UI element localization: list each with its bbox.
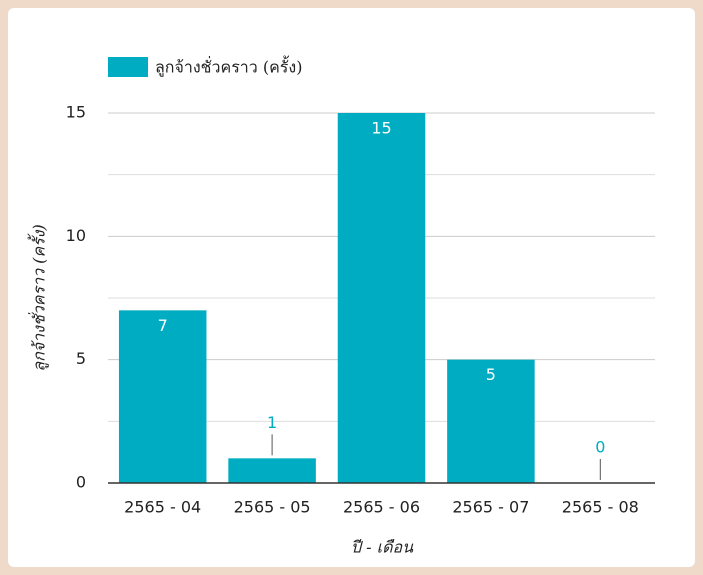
y-tick-label: 0: [76, 473, 86, 492]
bar: [337, 113, 426, 483]
legend-swatch: [108, 57, 148, 77]
bar: [118, 310, 207, 483]
x-tick-label: 2565 - 07: [452, 498, 529, 517]
x-tick-label: 2565 - 08: [562, 498, 639, 517]
legend-label: ลูกจ้างชั่วคราว (ครั้ง): [155, 56, 302, 78]
value-label: 0: [595, 438, 605, 457]
y-tick-label: 10: [66, 226, 86, 245]
y-tick-label: 5: [76, 349, 86, 368]
x-axis-title: ปี - เดือน: [351, 538, 414, 557]
y-axis-title: ลูกจ้างชั่วคราว (ครั้ง): [28, 224, 50, 371]
x-tick-label: 2565 - 05: [234, 498, 311, 517]
bar: [447, 359, 535, 483]
value-label: 15: [371, 119, 391, 138]
value-label: 7: [158, 316, 168, 335]
y-tick-label: 15: [66, 103, 86, 122]
bar: [228, 458, 316, 483]
x-tick-label: 2565 - 04: [124, 498, 201, 517]
value-label: 5: [486, 365, 496, 384]
value-label: 1: [267, 413, 277, 432]
x-tick-label: 2565 - 06: [343, 498, 420, 517]
